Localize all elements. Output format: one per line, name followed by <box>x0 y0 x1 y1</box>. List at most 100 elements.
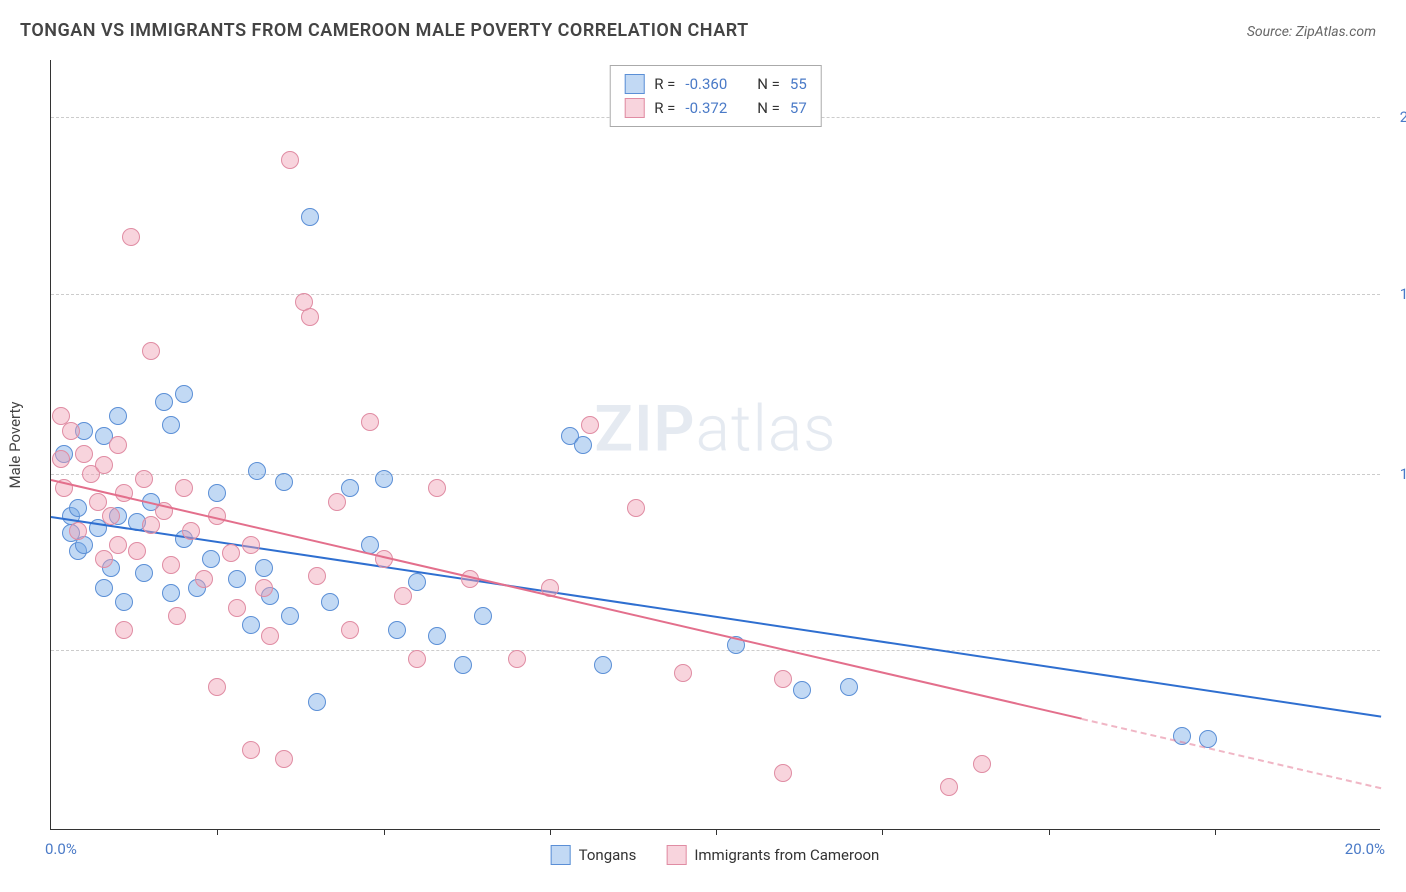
data-point <box>408 650 426 668</box>
data-point <box>142 342 160 360</box>
data-point <box>52 450 70 468</box>
watermark: ZIPatlas <box>594 392 836 467</box>
data-point <box>228 570 246 588</box>
r-value: -0.372 <box>685 99 727 117</box>
data-point <box>208 484 226 502</box>
data-point <box>341 479 359 497</box>
correlation-legend-row: R = -0.360N = 55 <box>624 72 807 96</box>
data-point <box>69 522 87 540</box>
data-point <box>308 567 326 585</box>
data-point <box>89 493 107 511</box>
x-tick <box>217 829 218 835</box>
data-point <box>328 493 346 511</box>
legend-swatch <box>666 845 686 865</box>
data-point <box>301 208 319 226</box>
grid-line <box>51 294 1380 295</box>
y-tick-label: 6.3% <box>1385 641 1406 659</box>
legend-swatch <box>551 845 571 865</box>
x-tick <box>550 829 551 835</box>
data-point <box>135 564 153 582</box>
legend-item: Immigrants from Cameroon <box>666 845 879 865</box>
data-point <box>574 436 592 454</box>
data-point <box>774 764 792 782</box>
legend-bottom: Tongans Immigrants from Cameroon <box>551 845 880 865</box>
data-point <box>175 385 193 403</box>
data-point <box>261 627 279 645</box>
data-point <box>228 599 246 617</box>
y-tick-label: 25.0% <box>1385 108 1406 126</box>
data-point <box>202 550 220 568</box>
legend-label: Tongans <box>579 846 637 864</box>
data-point <box>361 413 379 431</box>
data-point <box>142 516 160 534</box>
data-point <box>275 473 293 491</box>
data-point <box>208 678 226 696</box>
data-point <box>508 650 526 668</box>
x-axis-max-label: 20.0% <box>1345 840 1385 858</box>
data-point <box>428 627 446 645</box>
data-point <box>175 479 193 497</box>
legend-swatch <box>624 74 644 94</box>
data-point <box>627 499 645 517</box>
data-point <box>182 522 200 540</box>
x-tick <box>716 829 717 835</box>
data-point <box>281 151 299 169</box>
data-point <box>95 456 113 474</box>
y-axis-title: Male Poverty <box>6 402 24 489</box>
data-point <box>973 755 991 773</box>
grid-line <box>51 650 1380 651</box>
data-point <box>581 416 599 434</box>
n-value: 55 <box>790 75 807 93</box>
data-point <box>594 656 612 674</box>
n-label: N = <box>757 99 780 117</box>
data-point <box>793 681 811 699</box>
data-point <box>109 407 127 425</box>
y-tick-label: 12.5% <box>1385 465 1406 483</box>
data-point <box>95 579 113 597</box>
data-point <box>474 607 492 625</box>
n-label: N = <box>757 75 780 93</box>
header: TONGAN VS IMMIGRANTS FROM CAMEROON MALE … <box>0 0 1406 51</box>
y-tick-label: 18.8% <box>1385 285 1406 303</box>
data-point <box>308 693 326 711</box>
data-point <box>128 542 146 560</box>
data-point <box>940 778 958 796</box>
data-point <box>69 499 87 517</box>
correlation-legend-row: R = -0.372N = 57 <box>624 96 807 120</box>
data-point <box>162 416 180 434</box>
data-point <box>195 570 213 588</box>
data-point <box>122 228 140 246</box>
data-point <box>248 462 266 480</box>
x-tick <box>1215 829 1216 835</box>
data-point <box>454 656 472 674</box>
data-point <box>255 559 273 577</box>
data-point <box>102 507 120 525</box>
data-point <box>222 544 240 562</box>
x-tick <box>882 829 883 835</box>
data-point <box>135 470 153 488</box>
source-attribution: Source: ZipAtlas.com <box>1247 24 1376 40</box>
data-point <box>301 308 319 326</box>
data-point <box>115 621 133 639</box>
data-point <box>109 536 127 554</box>
data-point <box>275 750 293 768</box>
data-point <box>255 579 273 597</box>
data-point <box>674 664 692 682</box>
data-point <box>242 536 260 554</box>
legend-label: Immigrants from Cameroon <box>694 846 879 864</box>
legend-item: Tongans <box>551 845 637 865</box>
r-label: R = <box>654 75 675 93</box>
x-tick <box>1049 829 1050 835</box>
data-point <box>774 670 792 688</box>
data-point <box>162 584 180 602</box>
data-point <box>408 573 426 591</box>
data-point <box>428 479 446 497</box>
data-point <box>242 741 260 759</box>
data-point <box>168 607 186 625</box>
data-point <box>321 593 339 611</box>
data-point <box>388 621 406 639</box>
data-point <box>109 436 127 454</box>
data-point <box>155 393 173 411</box>
x-axis-min-label: 0.0% <box>45 840 77 858</box>
correlation-legend: R = -0.360N = 55R = -0.372N = 57 <box>609 65 822 127</box>
